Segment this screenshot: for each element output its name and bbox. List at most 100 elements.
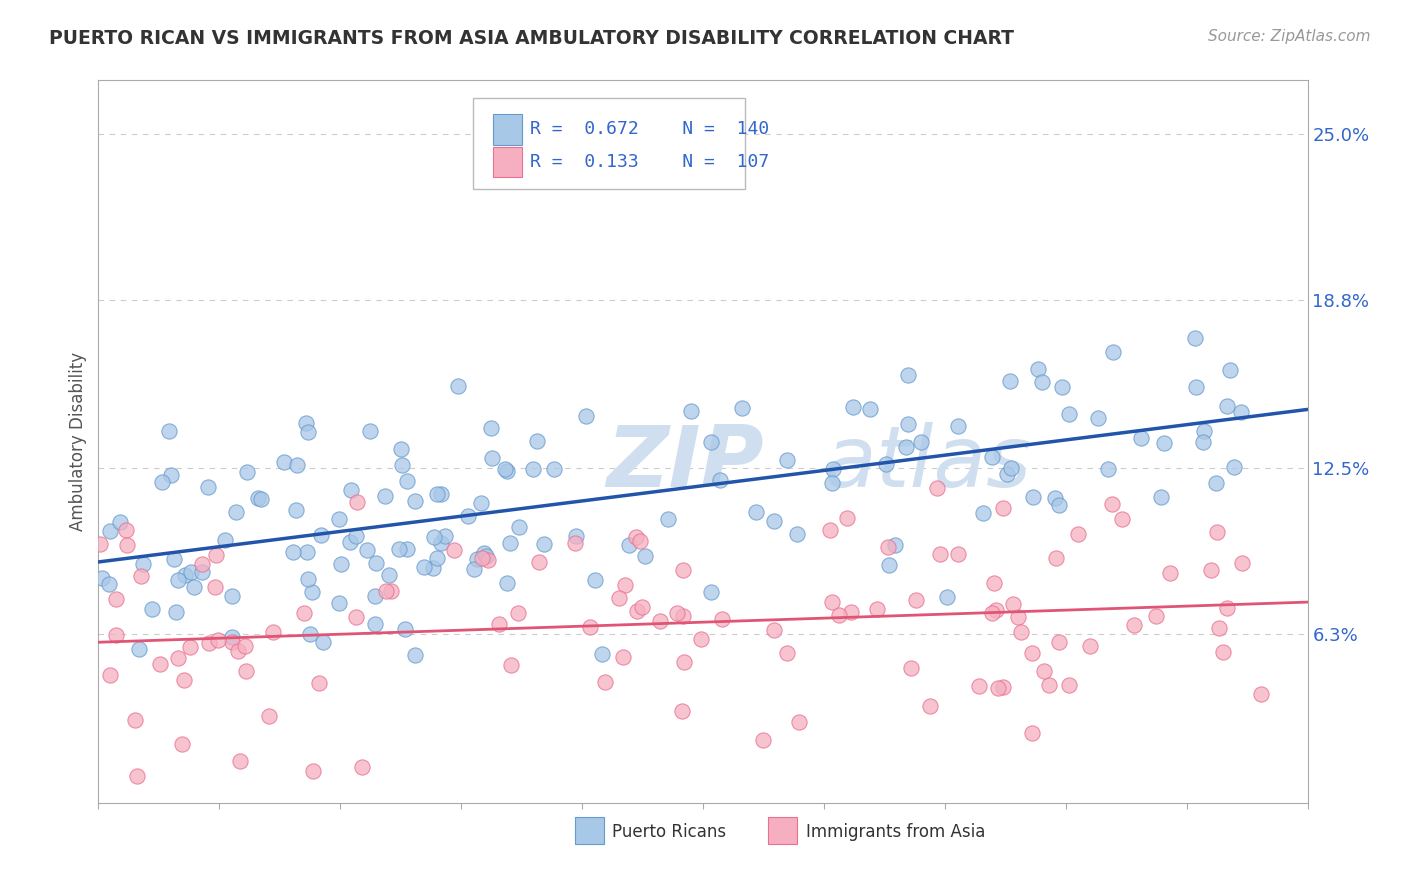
Immigrants from Asia <box>488 616 510 631</box>
Puerto Ricans <box>700 585 723 599</box>
Puerto Ricans <box>617 538 640 552</box>
Puerto Ricans <box>247 491 270 505</box>
Immigrants from Asia <box>925 482 948 496</box>
Immigrants from Asia <box>673 655 696 669</box>
Puerto Ricans <box>1028 362 1050 376</box>
Immigrants from Asia <box>818 523 841 537</box>
Puerto Ricans <box>359 425 381 439</box>
Puerto Ricans <box>1219 363 1241 377</box>
Puerto Ricans <box>875 458 897 472</box>
Immigrants from Asia <box>207 632 229 647</box>
FancyBboxPatch shape <box>492 147 522 178</box>
Puerto Ricans <box>312 635 335 649</box>
Puerto Ricans <box>159 468 181 483</box>
Puerto Ricans <box>1230 405 1253 419</box>
Immigrants from Asia <box>983 576 1005 591</box>
Immigrants from Asia <box>104 592 127 607</box>
Puerto Ricans <box>494 462 516 476</box>
Puerto Ricans <box>776 453 799 467</box>
Puerto Ricans <box>299 627 322 641</box>
Immigrants from Asia <box>1144 609 1167 624</box>
Puerto Ricans <box>910 435 932 450</box>
Puerto Ricans <box>433 529 456 543</box>
Immigrants from Asia <box>776 646 799 660</box>
Puerto Ricans <box>389 442 412 456</box>
Puerto Ricans <box>364 589 387 603</box>
Immigrants from Asia <box>129 568 152 582</box>
Puerto Ricans <box>180 565 202 579</box>
Text: PUERTO RICAN VS IMMIGRANTS FROM ASIA AMBULATORY DISABILITY CORRELATION CHART: PUERTO RICAN VS IMMIGRANTS FROM ASIA AMB… <box>49 29 1014 47</box>
Puerto Ricans <box>412 559 434 574</box>
Puerto Ricans <box>1102 344 1125 359</box>
Puerto Ricans <box>481 450 503 465</box>
Puerto Ricans <box>499 536 522 550</box>
Immigrants from Asia <box>197 636 219 650</box>
Puerto Ricans <box>356 543 378 558</box>
Puerto Ricans <box>998 374 1021 388</box>
Puerto Ricans <box>430 536 453 550</box>
Puerto Ricans <box>174 567 197 582</box>
Immigrants from Asia <box>789 714 811 729</box>
Puerto Ricans <box>91 571 114 585</box>
Puerto Ricans <box>564 529 586 543</box>
Immigrants from Asia <box>443 542 465 557</box>
Puerto Ricans <box>165 605 187 619</box>
Puerto Ricans <box>394 623 416 637</box>
Immigrants from Asia <box>607 591 630 605</box>
Text: R =  0.133    N =  107: R = 0.133 N = 107 <box>530 153 769 171</box>
Immigrants from Asia <box>614 578 637 592</box>
Puerto Ricans <box>681 404 703 418</box>
Immigrants from Asia <box>690 632 713 647</box>
Immigrants from Asia <box>920 698 942 713</box>
Immigrants from Asia <box>991 680 1014 694</box>
Immigrants from Asia <box>127 769 149 783</box>
Puerto Ricans <box>364 617 387 632</box>
Puerto Ricans <box>366 556 388 570</box>
Text: R =  0.672    N =  140: R = 0.672 N = 140 <box>530 120 769 138</box>
Immigrants from Asia <box>375 584 398 599</box>
Immigrants from Asia <box>984 602 1007 616</box>
Puerto Ricans <box>197 479 219 493</box>
Puerto Ricans <box>1031 375 1053 389</box>
Puerto Ricans <box>221 589 243 603</box>
Puerto Ricans <box>330 557 353 571</box>
Immigrants from Asia <box>191 557 214 571</box>
Immigrants from Asia <box>1021 646 1043 660</box>
Immigrants from Asia <box>292 606 315 620</box>
Immigrants from Asia <box>1208 621 1230 635</box>
Immigrants from Asia <box>235 639 257 653</box>
Puerto Ricans <box>786 527 808 541</box>
Immigrants from Asia <box>991 501 1014 516</box>
Immigrants from Asia <box>228 644 250 658</box>
Puerto Ricans <box>132 558 155 572</box>
Puerto Ricans <box>426 550 449 565</box>
Puerto Ricans <box>1050 380 1073 394</box>
Immigrants from Asia <box>564 536 586 550</box>
Immigrants from Asia <box>501 657 523 672</box>
Puerto Ricans <box>167 573 190 587</box>
Immigrants from Asia <box>1057 677 1080 691</box>
Immigrants from Asia <box>946 547 969 561</box>
Immigrants from Asia <box>1033 665 1056 679</box>
Puerto Ricans <box>1222 460 1244 475</box>
Text: ZIP: ZIP <box>606 422 763 505</box>
Puerto Ricans <box>1047 498 1070 512</box>
Text: Source: ZipAtlas.com: Source: ZipAtlas.com <box>1208 29 1371 44</box>
Puerto Ricans <box>150 475 173 489</box>
Immigrants from Asia <box>1045 551 1067 566</box>
Puerto Ricans <box>430 486 453 500</box>
Immigrants from Asia <box>672 609 695 624</box>
Immigrants from Asia <box>710 612 733 626</box>
Immigrants from Asia <box>89 536 111 550</box>
Immigrants from Asia <box>841 606 863 620</box>
Puerto Ricans <box>762 514 785 528</box>
Puerto Ricans <box>634 549 657 564</box>
Puerto Ricans <box>297 572 319 586</box>
Puerto Ricans <box>1216 399 1239 413</box>
Puerto Ricans <box>1087 410 1109 425</box>
Immigrants from Asia <box>114 523 136 537</box>
Puerto Ricans <box>896 440 918 454</box>
Puerto Ricans <box>583 573 606 587</box>
FancyBboxPatch shape <box>575 817 603 844</box>
Immigrants from Asia <box>987 681 1010 695</box>
